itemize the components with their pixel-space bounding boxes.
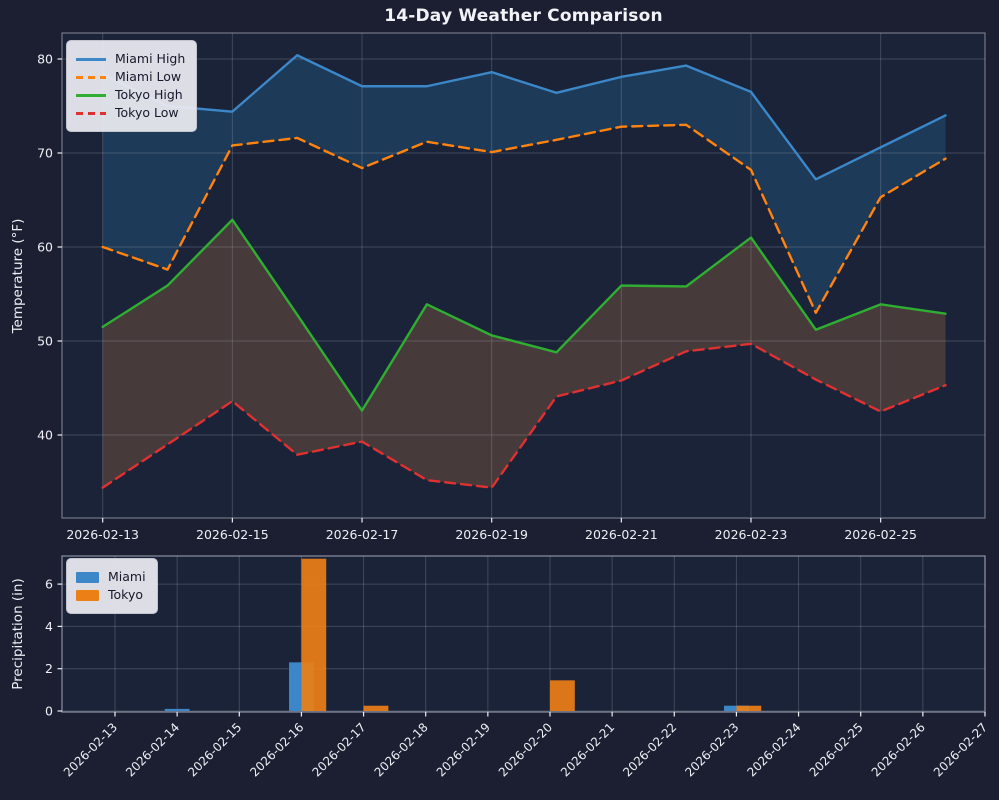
- y-tick-label: 0: [45, 704, 53, 719]
- x-tick-label: 2026-02-21: [585, 527, 658, 542]
- y-tick-label: 40: [37, 428, 53, 443]
- legend-item-tokyo-high: Tokyo High: [76, 88, 185, 102]
- chart-title: 14-Day Weather Comparison: [384, 6, 663, 26]
- legend-item-tokyo-low: Tokyo Low: [76, 106, 185, 120]
- legend-label: Miami High: [115, 50, 186, 66]
- miami-high-low-band: [102, 55, 946, 313]
- precipitation-legend: Miami Tokyo: [66, 558, 158, 614]
- bar-tokyo: [363, 705, 389, 711]
- x-tick-label: 2026-02-22: [620, 720, 679, 779]
- bar-miami: [164, 708, 190, 711]
- tokyo-high-low-band: [102, 219, 946, 488]
- tokyo-bar-swatch: [76, 589, 99, 601]
- x-tick-label: 2026-02-19: [434, 720, 493, 779]
- x-tick-label: 2026-02-17: [326, 527, 399, 542]
- legend-item-miami: Miami: [76, 570, 146, 584]
- x-tick-label: 2026-02-16: [247, 720, 306, 779]
- y-tick-label: 60: [37, 240, 53, 255]
- precipitation-axis-label: Precipitation (in): [10, 578, 26, 690]
- line-miami-low: [101, 123, 947, 314]
- tokyo-high-line-swatch: [76, 93, 106, 97]
- x-tick-label: 2026-02-25: [844, 527, 917, 542]
- x-tick-label: 2026-02-19: [455, 527, 528, 542]
- y-tick-label: 70: [37, 146, 53, 161]
- x-tick-label: 2026-02-23: [715, 527, 788, 542]
- line-miami-high: [101, 54, 947, 181]
- line-tokyo-low: [101, 342, 947, 489]
- x-tick-label: 2026-02-26: [869, 720, 928, 779]
- legend-label: Tokyo Low: [115, 104, 179, 120]
- legend-label: Miami: [108, 568, 146, 584]
- line-tokyo-high: [101, 218, 947, 412]
- x-tick-label: 2026-02-13: [61, 720, 120, 779]
- x-tick-label: 2026-02-27: [931, 720, 990, 779]
- precipitation-plot-area: [62, 556, 985, 712]
- miami-bar-swatch: [76, 571, 99, 583]
- legend-item-tokyo: Tokyo: [76, 588, 146, 602]
- y-tick-label: 4: [45, 619, 53, 634]
- y-tick-label: 2: [45, 661, 53, 676]
- x-tick-label: 2026-02-15: [185, 720, 244, 779]
- temperature-legend: Miami High Miami Low Tokyo High Tokyo Lo…: [66, 40, 198, 132]
- x-tick-label: 2026-02-13: [66, 527, 139, 542]
- legend-label: Tokyo: [108, 586, 143, 602]
- x-tick-label: 2026-02-18: [372, 720, 431, 779]
- temperature-plot-border: [61, 32, 986, 519]
- precipitation-plot-border: [61, 555, 986, 713]
- x-tick-label: 2026-02-15: [196, 527, 269, 542]
- x-tick-label: 2026-02-25: [807, 720, 866, 779]
- x-tick-label: 2026-02-23: [682, 720, 741, 779]
- temperature-axis-label: Temperature (°F): [10, 218, 26, 334]
- legend-label: Miami Low: [115, 68, 182, 84]
- bar-tokyo: [301, 558, 327, 711]
- bar-tokyo: [736, 705, 762, 711]
- x-tick-label: 2026-02-14: [123, 720, 182, 779]
- x-tick-label: 2026-02-17: [309, 720, 368, 779]
- tokyo-low-line-swatch: [76, 111, 106, 115]
- y-tick-label: 80: [37, 52, 53, 67]
- miami-low-line-swatch: [76, 75, 106, 79]
- miami-high-line-swatch: [76, 57, 106, 61]
- legend-item-miami-high: Miami High: [76, 52, 185, 66]
- x-tick-label: 2026-02-24: [744, 720, 803, 779]
- y-tick-label: 6: [45, 577, 53, 592]
- legend-label: Tokyo High: [115, 86, 183, 102]
- bar-tokyo: [549, 680, 575, 711]
- legend-item-miami-low: Miami Low: [76, 70, 185, 84]
- x-tick-label: 2026-02-20: [496, 720, 555, 779]
- x-tick-label: 2026-02-21: [558, 720, 617, 779]
- y-tick-label: 50: [37, 334, 53, 349]
